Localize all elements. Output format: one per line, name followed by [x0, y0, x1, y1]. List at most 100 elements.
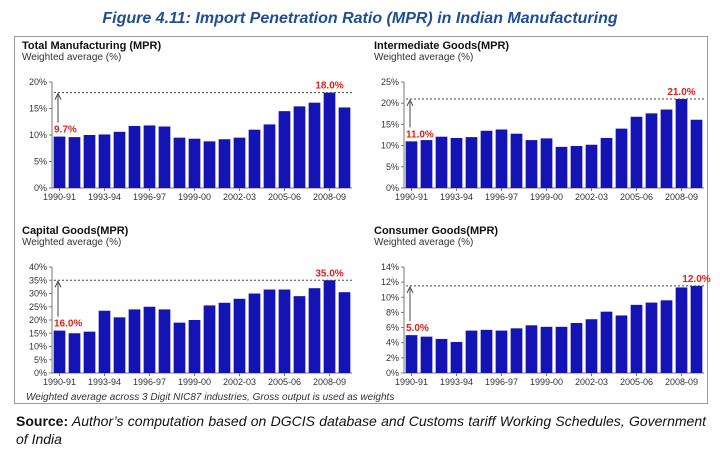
panel-title: Capital Goods(MPR)	[22, 225, 129, 237]
bar	[525, 325, 538, 373]
bar	[278, 289, 291, 373]
bar	[450, 341, 463, 373]
x-tick-label: 2002-03	[575, 192, 608, 202]
peak-value-label: 21.0%	[667, 87, 695, 98]
bar	[525, 140, 538, 188]
bar	[540, 326, 553, 373]
chart-panel-capital: Capital Goods(MPR) Weighted average (%) …	[22, 225, 362, 407]
bar	[98, 134, 111, 188]
y-tick-label: 5%	[386, 162, 399, 172]
y-tick-label: 4%	[386, 338, 399, 348]
bar	[405, 141, 418, 188]
bar	[585, 144, 598, 188]
bar	[233, 137, 246, 188]
x-tick-label: 1996-97	[133, 192, 166, 202]
bar	[630, 116, 643, 188]
x-tick-label: 2005-06	[620, 192, 653, 202]
y-tick-label: 15%	[29, 328, 47, 338]
bar	[480, 329, 493, 373]
x-tick-label: 1993-94	[88, 377, 121, 387]
bar	[323, 280, 336, 373]
y-tick-label: 15%	[381, 119, 399, 129]
bar	[600, 311, 613, 373]
chart-panel-intermediate: Intermediate Goods(MPR) Weighted average…	[374, 40, 714, 222]
y-tick-label: 5%	[34, 355, 47, 365]
panel-title: Total Manufacturing (MPR)	[22, 40, 162, 52]
y-tick-label: 25%	[381, 77, 399, 87]
bar	[203, 141, 216, 188]
x-tick-label: 2008-09	[313, 377, 346, 387]
x-tick-label: 2002-03	[223, 377, 256, 387]
start-value-label: 5.0%	[406, 323, 429, 334]
y-tick-label: 35%	[29, 275, 47, 285]
bar	[143, 125, 156, 188]
chart-panel-total: Total Manufacturing (MPR) Weighted avera…	[22, 40, 362, 222]
bar	[480, 130, 493, 188]
bar	[173, 137, 186, 188]
y-tick-label: 12%	[381, 277, 399, 287]
bar	[435, 338, 448, 373]
bar	[248, 129, 261, 188]
bar	[495, 129, 508, 188]
source-label: Source:	[16, 413, 69, 429]
bar	[645, 302, 658, 373]
x-tick-label: 2002-03	[575, 377, 608, 387]
bar	[645, 113, 658, 188]
x-tick-label: 1993-94	[440, 192, 473, 202]
bar	[465, 137, 478, 188]
x-tick-label: 1990-91	[43, 377, 76, 387]
y-tick-label: 6%	[386, 323, 399, 333]
x-tick-label: 2008-09	[665, 192, 698, 202]
bar	[660, 300, 673, 373]
bar	[113, 317, 126, 373]
bar	[68, 333, 81, 373]
panel-title: Consumer Goods(MPR)	[374, 225, 499, 237]
bar	[278, 111, 291, 188]
y-tick-label: 30%	[29, 289, 47, 299]
x-tick-label: 1993-94	[88, 192, 121, 202]
bar	[218, 139, 231, 188]
x-tick-label: 1990-91	[395, 377, 428, 387]
bar	[495, 330, 508, 373]
chart-panel-consumer: Consumer Goods(MPR) Weighted average (%)…	[374, 225, 714, 407]
x-tick-label: 2008-09	[313, 192, 346, 202]
bar	[293, 296, 306, 373]
bar	[53, 330, 66, 373]
y-tick-label: 20%	[29, 315, 47, 325]
bar	[158, 126, 171, 188]
bar	[435, 136, 448, 188]
bar	[173, 322, 186, 373]
bar	[660, 109, 673, 188]
bar	[555, 326, 568, 373]
y-tick-label: 0%	[34, 183, 47, 193]
bar	[338, 292, 351, 373]
peak-value-label: 18.0%	[315, 81, 343, 92]
bar	[308, 288, 321, 373]
x-tick-label: 2005-06	[268, 192, 301, 202]
bar	[143, 306, 156, 373]
peak-value-label: 12.0%	[682, 274, 710, 285]
bar	[308, 102, 321, 188]
y-tick-label: 25%	[29, 302, 47, 312]
bar	[630, 304, 643, 373]
x-tick-label: 1993-94	[440, 377, 473, 387]
x-tick-label: 2005-06	[268, 377, 301, 387]
start-value-label: 16.0%	[54, 319, 82, 330]
x-tick-label: 1996-97	[133, 377, 166, 387]
bar-chart-total: 0% 5% 10% 15% 20% 1990-91 1993-94 1996-97 1999-0…	[29, 77, 352, 202]
bar	[450, 137, 463, 188]
panel-subtitle: Weighted average (%)	[22, 237, 122, 248]
bar-chart-intermediate: 0% 5% 10% 15% 20% 25% 1990-91 1993-94 1996-97 199…	[381, 77, 704, 202]
bar-chart-capital: 0% 5% 10% 15% 20% 25% 30% 35% 40% 1990-91 1993-94 1…	[29, 262, 352, 387]
bar	[53, 136, 66, 188]
x-tick-label: 2008-09	[665, 377, 698, 387]
bar	[128, 125, 141, 188]
x-tick-label: 2005-06	[620, 377, 653, 387]
bar	[263, 124, 276, 188]
y-tick-label: 0%	[386, 368, 399, 378]
y-tick-label: 8%	[386, 307, 399, 317]
bar	[188, 320, 201, 373]
figure-title: Figure 4.11: Import Penetration Ratio (M…	[102, 10, 618, 27]
bar	[675, 287, 688, 373]
bar	[585, 319, 598, 373]
